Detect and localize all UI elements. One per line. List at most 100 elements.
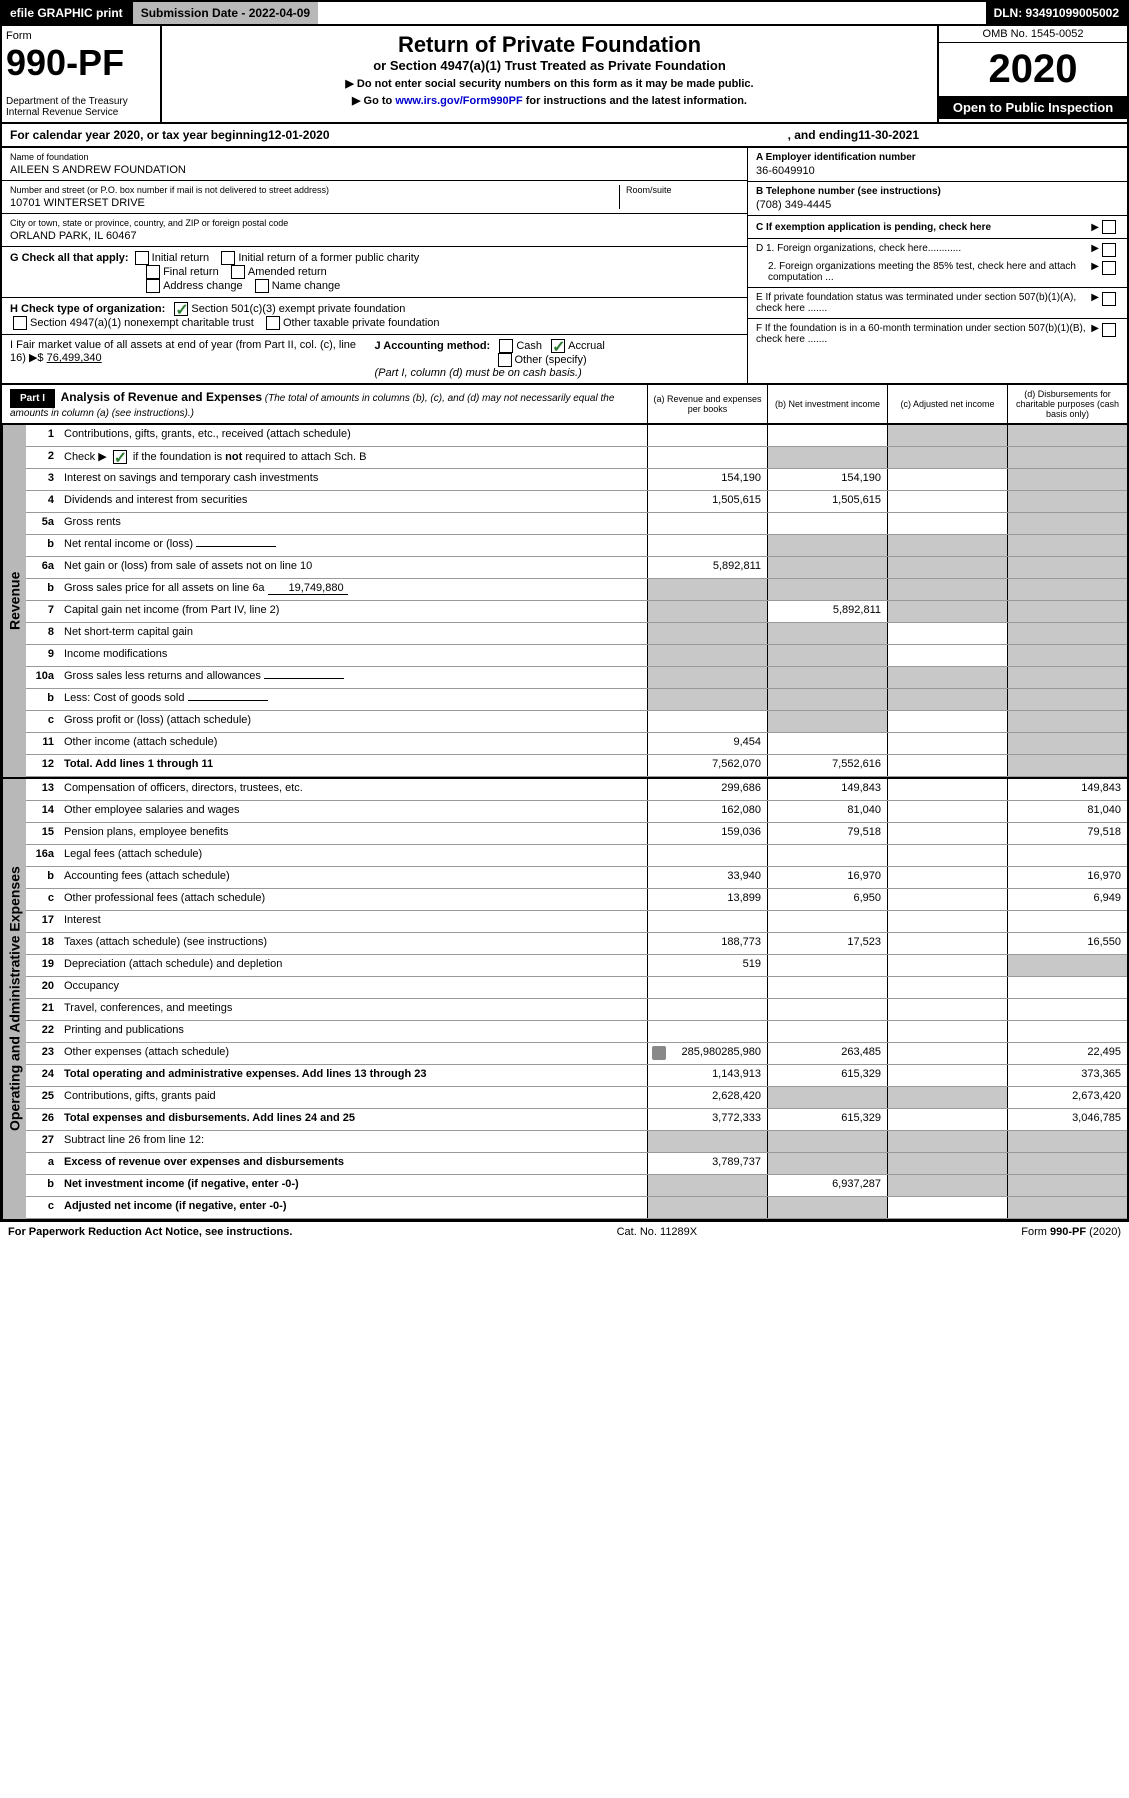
line-description: Occupancy: [60, 977, 647, 998]
dln-label: DLN: 93491099005002: [986, 2, 1127, 24]
table-row: cOther professional fees (attach schedul…: [26, 889, 1127, 911]
opt-addrchange: Address change: [163, 280, 243, 292]
checkbox-initial-former[interactable]: [221, 251, 235, 265]
line-number: b: [26, 867, 60, 888]
j-other: Other (specify): [515, 354, 587, 366]
table-row: 2Check ▶ if the foundation is not requir…: [26, 447, 1127, 469]
form-subtitle: or Section 4947(a)(1) Trust Treated as P…: [168, 58, 931, 73]
revenue-table: Revenue 1Contributions, gifts, grants, e…: [0, 425, 1129, 779]
value-cell: 5,892,811: [647, 557, 767, 578]
value-cell: [887, 579, 1007, 600]
line-description: Other professional fees (attach schedule…: [60, 889, 647, 910]
checkbox-cash[interactable]: [499, 339, 513, 353]
value-cell: 615,329: [767, 1065, 887, 1086]
line-description: Printing and publications: [60, 1021, 647, 1042]
value-cell: [1007, 977, 1127, 998]
value-cell: [647, 977, 767, 998]
line-number: 12: [26, 755, 60, 776]
value-cell: [887, 867, 1007, 888]
checkbox-accrual[interactable]: [551, 339, 565, 353]
value-cell: [767, 1087, 887, 1108]
calyear-begin: 12-01-2020: [268, 128, 329, 142]
value-cell: 22,495: [1007, 1043, 1127, 1064]
attachment-icon[interactable]: [652, 1046, 666, 1060]
opt-final: Final return: [163, 266, 219, 278]
line-number: 1: [26, 425, 60, 446]
value-cell: 373,365: [1007, 1065, 1127, 1086]
value-cell: [1007, 955, 1127, 976]
value-cell: [767, 513, 887, 534]
value-cell: [887, 1131, 1007, 1152]
table-row: bLess: Cost of goods sold: [26, 689, 1127, 711]
form-number: 990-PF: [6, 42, 156, 84]
value-cell: [887, 689, 1007, 710]
checkbox-initial-return[interactable]: [135, 251, 149, 265]
value-cell: [767, 623, 887, 644]
value-cell: 6,949: [1007, 889, 1127, 910]
value-cell: 299,686: [647, 779, 767, 800]
line-number: 5a: [26, 513, 60, 534]
value-cell: 7,552,616: [767, 755, 887, 776]
checkbox-501c3[interactable]: [174, 302, 188, 316]
calyear-mid: , and ending: [788, 128, 859, 142]
info-grid: Name of foundation AILEEN S ANDREW FOUND…: [0, 148, 1129, 385]
checkbox-4947a1[interactable]: [13, 316, 27, 330]
checkbox-amended[interactable]: [231, 265, 245, 279]
d2-label: 2. Foreign organizations meeting the 85%…: [756, 261, 1091, 283]
value-cell: [767, 535, 887, 556]
form990pf-link[interactable]: www.irs.gov/Form990PF: [395, 95, 522, 107]
value-cell: [887, 1087, 1007, 1108]
checkbox-other-taxable[interactable]: [266, 316, 280, 330]
line-description: Other expenses (attach schedule): [60, 1043, 647, 1064]
line-number: 10a: [26, 667, 60, 688]
checkbox-f[interactable]: [1102, 323, 1116, 337]
checkbox-d1[interactable]: [1102, 243, 1116, 257]
value-cell: [767, 1131, 887, 1152]
footer-mid: Cat. No. 11289X: [617, 1226, 698, 1238]
arrow-icon: [1091, 243, 1099, 257]
d-cell: D 1. Foreign organizations, check here..…: [748, 239, 1127, 288]
section-g: G Check all that apply: Initial return I…: [2, 247, 747, 298]
value-cell: [887, 1065, 1007, 1086]
checkbox-other-method[interactable]: [498, 353, 512, 367]
checkbox-c[interactable]: [1102, 220, 1116, 234]
checkbox-e[interactable]: [1102, 292, 1116, 306]
line-description: Subtract line 26 from line 12:: [60, 1131, 647, 1152]
value-cell: 188,773: [647, 933, 767, 954]
checkbox-name-change[interactable]: [255, 279, 269, 293]
arrow-icon: [1091, 323, 1099, 345]
line-number: 8: [26, 623, 60, 644]
line-number: 19: [26, 955, 60, 976]
line-description: Taxes (attach schedule) (see instruction…: [60, 933, 647, 954]
value-cell: 615,329: [767, 1109, 887, 1130]
checkbox-final-return[interactable]: [146, 265, 160, 279]
tel-cell: B Telephone number (see instructions) (7…: [748, 182, 1127, 216]
table-row: 17Interest: [26, 911, 1127, 933]
table-row: cAdjusted net income (if negative, enter…: [26, 1197, 1127, 1219]
value-cell: [767, 667, 887, 688]
h-opt3: Other taxable private foundation: [283, 317, 440, 329]
part1-desc: Part I Analysis of Revenue and Expenses …: [2, 385, 647, 423]
table-row: 10aGross sales less returns and allowanc…: [26, 667, 1127, 689]
value-cell: [647, 711, 767, 732]
foundation-name: AILEEN S ANDREW FOUNDATION: [10, 164, 739, 176]
submission-date: Submission Date - 2022-04-09: [131, 2, 318, 24]
value-cell: [887, 911, 1007, 932]
col-b-head: (b) Net investment income: [767, 385, 887, 423]
table-row: 23Other expenses (attach schedule) 285,9…: [26, 1043, 1127, 1065]
table-row: 12Total. Add lines 1 through 117,562,070…: [26, 755, 1127, 777]
checkbox-address-change[interactable]: [146, 279, 160, 293]
part1-header-row: Part I Analysis of Revenue and Expenses …: [0, 385, 1129, 425]
table-row: bGross sales price for all assets on lin…: [26, 579, 1127, 601]
value-cell: [1007, 447, 1127, 468]
street-address: 10701 WINTERSET DRIVE: [10, 197, 619, 209]
value-cell: [647, 535, 767, 556]
value-cell: [887, 667, 1007, 688]
value-cell: [887, 447, 1007, 468]
checkbox-d2[interactable]: [1102, 261, 1116, 275]
opt-former: Initial return of a former public charit…: [238, 252, 419, 264]
efile-print-label[interactable]: efile GRAPHIC print: [2, 2, 131, 24]
value-cell: [767, 845, 887, 866]
f-cell: F If the foundation is in a 60-month ter…: [748, 319, 1127, 349]
line-description: Contributions, gifts, grants paid: [60, 1087, 647, 1108]
